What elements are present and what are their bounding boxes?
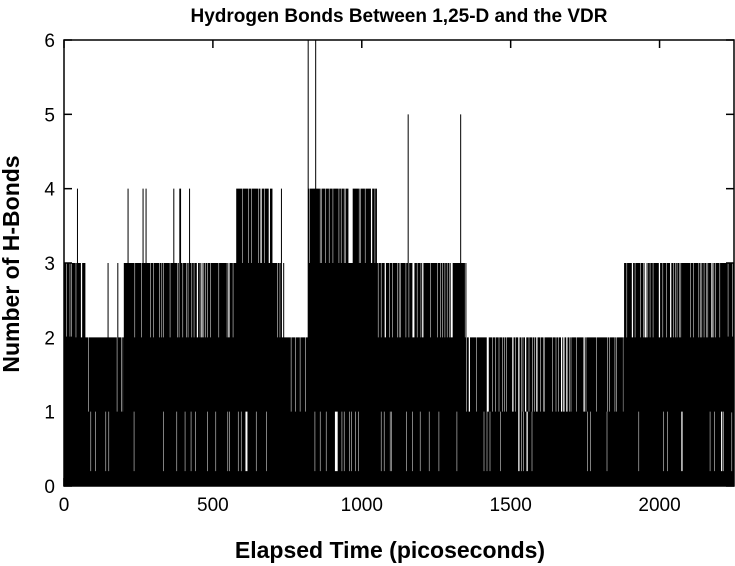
x-axis-ticks: 0 500 1000 1500 2000 bbox=[59, 40, 681, 516]
y-tick-label: 6 bbox=[44, 31, 55, 52]
y-tick-label: 3 bbox=[44, 254, 55, 275]
y-tick-label: 5 bbox=[44, 105, 55, 126]
y-tick-label: 2 bbox=[44, 328, 55, 349]
x-axis-label: Elapsed Time (picoseconds) bbox=[235, 537, 545, 563]
x-tick-label: 1000 bbox=[341, 495, 383, 516]
series-floor-band bbox=[87, 471, 124, 486]
series-floor-band bbox=[308, 471, 377, 486]
y-axis-ticks: 0 1 2 3 4 5 6 bbox=[44, 31, 734, 498]
series-floor-band bbox=[623, 471, 734, 486]
series-floor-band bbox=[64, 471, 69, 486]
series-floor-band bbox=[284, 471, 309, 486]
series-floor-band bbox=[466, 471, 609, 486]
series-floor-band bbox=[376, 471, 466, 486]
chart-title: Hydrogen Bonds Between 1,25-D and the VD… bbox=[190, 6, 607, 27]
x-tick-label: 2000 bbox=[638, 495, 680, 516]
series-floor-band bbox=[236, 471, 273, 486]
y-axis-label: Number of H-Bonds bbox=[0, 155, 24, 372]
h-bond-series-line bbox=[63, 40, 734, 486]
x-tick-label: 0 bbox=[59, 495, 70, 516]
series-floor-band bbox=[68, 471, 79, 486]
y-tick-label: 4 bbox=[44, 180, 55, 201]
series-floor-band bbox=[272, 471, 285, 486]
series-floor-band bbox=[78, 471, 88, 486]
x-tick-label: 500 bbox=[197, 495, 229, 516]
series-floor-band bbox=[123, 471, 237, 486]
x-tick-label: 1500 bbox=[490, 495, 532, 516]
plot-data bbox=[63, 40, 734, 486]
y-tick-label: 1 bbox=[44, 403, 55, 424]
series-floor-band bbox=[608, 471, 624, 486]
y-tick-label: 0 bbox=[44, 477, 55, 498]
